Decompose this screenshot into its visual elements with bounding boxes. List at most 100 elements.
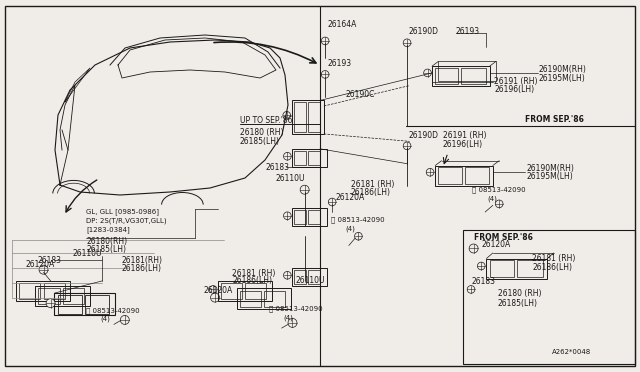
Circle shape <box>283 112 291 119</box>
Text: 26110U: 26110U <box>72 249 102 258</box>
Bar <box>44 283 65 299</box>
Bar <box>221 283 242 299</box>
Bar <box>54 293 115 315</box>
Bar <box>245 283 266 299</box>
Text: Ⓢ 08513-42090: Ⓢ 08513-42090 <box>86 307 140 314</box>
Bar <box>294 102 306 132</box>
Text: 26181 (RH): 26181 (RH) <box>351 180 394 189</box>
Circle shape <box>328 198 336 206</box>
Text: 26186(LH): 26186(LH) <box>232 276 273 285</box>
Bar <box>294 210 306 224</box>
Bar <box>58 295 82 314</box>
Text: 26120A: 26120A <box>336 193 365 202</box>
Bar <box>308 270 320 284</box>
Text: [1283-0384]: [1283-0384] <box>86 226 130 232</box>
Text: 26190D: 26190D <box>408 131 438 140</box>
Text: UP TO SEP.'86: UP TO SEP.'86 <box>240 116 292 125</box>
Bar <box>240 291 261 307</box>
Text: (4): (4) <box>100 316 110 323</box>
Bar <box>292 149 327 167</box>
Circle shape <box>39 265 48 274</box>
Text: 26164A: 26164A <box>328 20 357 29</box>
Circle shape <box>424 69 431 77</box>
Text: (4): (4) <box>346 225 355 232</box>
Text: FROM SEP.'86: FROM SEP.'86 <box>474 233 532 242</box>
Bar <box>264 291 285 307</box>
Bar <box>438 61 496 81</box>
Text: 26195M(LH): 26195M(LH) <box>539 74 586 83</box>
Text: 26186(LH): 26186(LH) <box>122 264 161 273</box>
Circle shape <box>321 71 329 78</box>
Text: 26185(LH): 26185(LH) <box>240 137 280 146</box>
Circle shape <box>403 39 411 46</box>
Circle shape <box>321 37 329 45</box>
Text: Ⓢ 08513-42090: Ⓢ 08513-42090 <box>472 186 526 193</box>
Circle shape <box>46 299 55 308</box>
Text: 26120A: 26120A <box>204 286 233 295</box>
Bar <box>292 208 327 226</box>
Bar <box>490 260 514 277</box>
Text: 26186(LH): 26186(LH) <box>532 263 573 272</box>
Bar <box>517 260 543 277</box>
Text: DP: 2S(T/R,VG30T,GLL): DP: 2S(T/R,VG30T,GLL) <box>86 217 167 224</box>
Bar <box>35 286 90 306</box>
Circle shape <box>120 315 129 324</box>
Text: 26196(LH): 26196(LH) <box>494 85 534 94</box>
Bar <box>461 68 486 84</box>
Circle shape <box>467 286 475 293</box>
Text: Ⓢ 08513-42090: Ⓢ 08513-42090 <box>269 305 323 312</box>
Text: 26180 (RH): 26180 (RH) <box>498 289 541 298</box>
Text: 26183: 26183 <box>266 163 289 172</box>
Text: 26185(LH): 26185(LH) <box>498 299 538 308</box>
Bar <box>63 288 84 304</box>
Text: 26120A: 26120A <box>481 240 511 249</box>
Circle shape <box>284 272 291 279</box>
Circle shape <box>477 262 485 270</box>
Bar <box>292 268 327 286</box>
Circle shape <box>469 244 478 253</box>
Text: 26181 (RH): 26181 (RH) <box>232 269 276 278</box>
Bar <box>435 166 493 186</box>
Bar <box>294 151 306 165</box>
Text: 26191 (RH): 26191 (RH) <box>494 77 538 86</box>
Text: 26190M(RH): 26190M(RH) <box>526 164 574 173</box>
Bar <box>308 151 320 165</box>
Circle shape <box>209 286 217 293</box>
Bar <box>486 259 547 279</box>
Text: 26190D: 26190D <box>408 27 438 36</box>
Bar <box>16 281 70 301</box>
Text: 26195M(LH): 26195M(LH) <box>526 172 573 181</box>
Circle shape <box>300 185 309 194</box>
Circle shape <box>355 232 362 240</box>
Circle shape <box>495 200 503 208</box>
Text: FROM SEP.'86: FROM SEP.'86 <box>525 115 584 124</box>
Text: 26193: 26193 <box>456 27 480 36</box>
Text: 26190C: 26190C <box>346 90 375 99</box>
Text: A262*0048: A262*0048 <box>552 349 591 355</box>
Bar <box>237 288 291 309</box>
Text: 26185(LH): 26185(LH) <box>86 246 127 254</box>
Bar <box>38 288 60 304</box>
Text: 26110U: 26110U <box>296 276 325 285</box>
Text: (4): (4) <box>488 196 497 202</box>
Text: 26180 (RH): 26180 (RH) <box>240 128 284 137</box>
Text: (4): (4) <box>284 314 293 321</box>
Circle shape <box>284 212 291 219</box>
Text: 26196(LH): 26196(LH) <box>443 140 483 149</box>
Text: 26110U: 26110U <box>275 174 305 183</box>
Bar <box>463 230 635 364</box>
Circle shape <box>288 318 297 327</box>
Text: 26193: 26193 <box>328 59 352 68</box>
Circle shape <box>284 153 291 160</box>
Text: Ⓢ 08513-42090: Ⓢ 08513-42090 <box>331 216 385 223</box>
Text: 26120A: 26120A <box>26 260 55 269</box>
Text: 26183: 26183 <box>37 256 61 265</box>
Bar <box>19 283 40 299</box>
Text: 26190M(RH): 26190M(RH) <box>539 65 587 74</box>
Text: GL, GLL [0985-0986]: GL, GLL [0985-0986] <box>86 209 159 215</box>
Bar <box>438 167 462 184</box>
Text: 26181 (RH): 26181 (RH) <box>532 254 576 263</box>
Circle shape <box>403 142 411 150</box>
Bar <box>435 68 458 84</box>
Bar <box>465 167 489 184</box>
